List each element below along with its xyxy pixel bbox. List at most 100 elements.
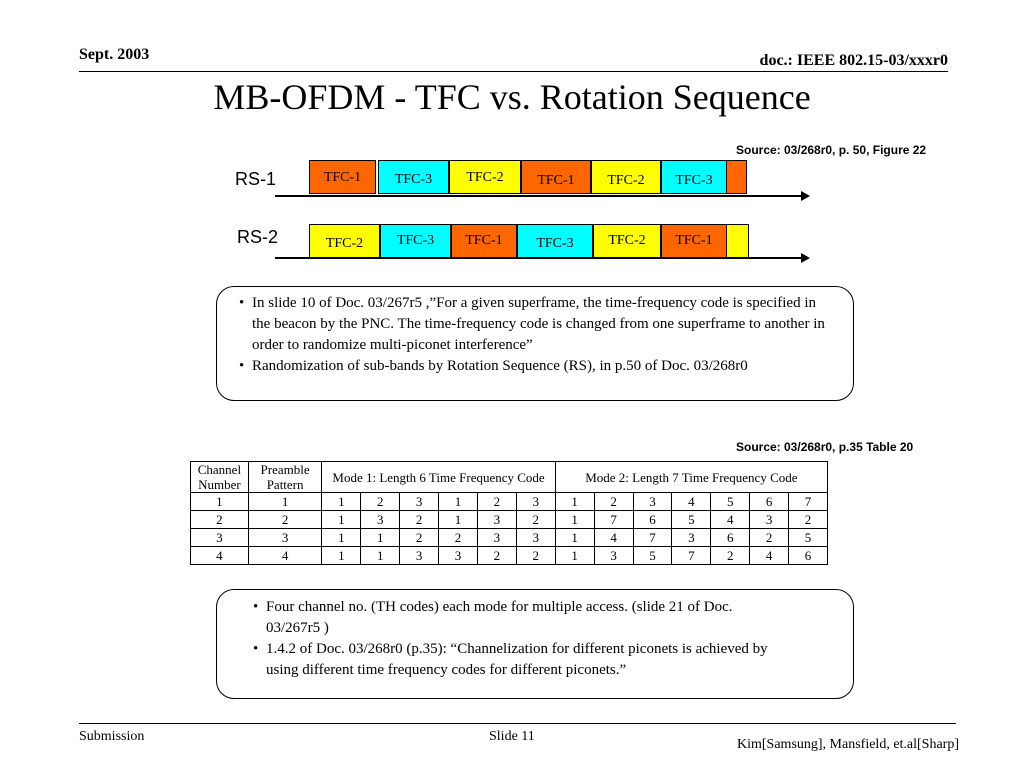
cell-channel: 3 xyxy=(190,528,249,547)
table-header-row: Channel Number Preamble Pattern Mode 1: … xyxy=(190,461,829,493)
cell-mode2: 2 xyxy=(749,528,790,547)
rs1-box-tail xyxy=(726,160,747,194)
rs2-label: RS-2 xyxy=(237,227,279,247)
slide-title: MB-OFDM - TFC vs. Rotation Sequence xyxy=(213,77,811,117)
col-header-mode1: Mode 1: Length 6 Time Frequency Code xyxy=(321,461,556,493)
cell-mode2: 6 xyxy=(788,546,828,565)
cell-mode1: 2 xyxy=(360,492,401,511)
header-rule xyxy=(79,71,948,72)
cell-mode1: 3 xyxy=(399,546,440,565)
rs1-box-tfc-2: TFC-2 xyxy=(591,160,661,194)
figure-source: Source: 03/268r0, p. 50, Figure 22 xyxy=(736,143,927,157)
cell-mode2: 5 xyxy=(710,492,751,511)
cell-mode2: 4 xyxy=(593,528,634,547)
cell-mode1: 3 xyxy=(476,510,517,529)
cell-mode2: 7 xyxy=(671,546,712,565)
rs1-label: RS-1 xyxy=(235,169,277,189)
footer-rule xyxy=(79,723,956,724)
cell-mode1: 2 xyxy=(476,492,517,511)
cell-mode2: 4 xyxy=(749,546,790,565)
rs2-time-axis xyxy=(275,257,802,259)
table-source: Source: 03/268r0, p.35 Table 20 xyxy=(736,440,914,454)
col-header-channel: Channel Number xyxy=(190,461,249,493)
cell-mode2: 5 xyxy=(788,528,828,547)
cell-mode2: 5 xyxy=(632,546,673,565)
cell-mode1: 2 xyxy=(476,546,517,565)
cell-channel: 1 xyxy=(190,492,249,511)
rs2-box-tail xyxy=(726,224,749,258)
cell-mode2: 3 xyxy=(671,528,712,547)
cell-mode1: 1 xyxy=(321,510,362,529)
callout2-bullet: 1.4.2 of Doc. 03/268r0 (p.35): “Channeli… xyxy=(253,639,773,681)
cell-mode1: 3 xyxy=(476,528,517,547)
cell-mode1: 3 xyxy=(360,510,401,529)
cell-mode2: 2 xyxy=(593,492,634,511)
cell-mode2: 7 xyxy=(632,528,673,547)
rs2-box-tfc-3: TFC-3 xyxy=(517,224,593,258)
cell-mode1: 2 xyxy=(515,546,556,565)
cell-mode1: 2 xyxy=(515,510,556,529)
cell-mode2: 1 xyxy=(554,546,595,565)
rs1-box-tfc-1: TFC-1 xyxy=(309,160,376,194)
cell-preamble: 3 xyxy=(247,528,323,547)
rs2-box-tfc-1: TFC-1 xyxy=(451,224,517,258)
cell-mode1: 3 xyxy=(438,546,478,565)
header-date: Sept. 2003 xyxy=(79,46,150,63)
cell-mode2: 1 xyxy=(554,528,595,547)
rs1-box-tfc-3: TFC-3 xyxy=(661,160,727,194)
rs1-box-tfc-2: TFC-2 xyxy=(449,160,521,194)
callout1-bullet: Randomization of sub-bands by Rotation S… xyxy=(239,356,835,377)
rs1-box-tfc-1: TFC-1 xyxy=(521,160,591,194)
cell-mode2: 2 xyxy=(788,510,828,529)
rs2-box-tfc-2: TFC-2 xyxy=(593,224,661,258)
cell-mode2: 7 xyxy=(593,510,634,529)
rs2-arrow-head-icon xyxy=(801,253,810,263)
cell-mode1: 3 xyxy=(399,492,440,511)
rs1-box-tfc-3: TFC-3 xyxy=(378,160,449,194)
rs1-time-axis xyxy=(275,195,802,197)
cell-mode2: 2 xyxy=(710,546,751,565)
footer-authors: Kim[Samsung], Mansfield, et.al[Sharp] xyxy=(737,737,960,752)
tfc-table: Channel Number Preamble Pattern Mode 1: … xyxy=(190,461,829,565)
callout2-bullet: Four channel no. (TH codes) each mode fo… xyxy=(253,597,773,639)
cell-mode2: 6 xyxy=(710,528,751,547)
rs1-arrow-head-icon xyxy=(801,191,810,201)
cell-channel: 4 xyxy=(190,546,249,565)
cell-mode1: 1 xyxy=(321,528,362,547)
cell-mode2: 7 xyxy=(788,492,828,511)
callout-rotation-sequence: In slide 10 of Doc. 03/267r5 ,”For a giv… xyxy=(216,286,854,401)
cell-mode2: 1 xyxy=(554,492,595,511)
rs2-box-tfc-1: TFC-1 xyxy=(661,224,727,258)
footer-submission: Submission xyxy=(79,729,145,744)
callout-channelization: Four channel no. (TH codes) each mode fo… xyxy=(216,589,854,699)
cell-mode2: 4 xyxy=(671,492,712,511)
col-header-mode2: Mode 2: Length 7 Time Frequency Code xyxy=(554,461,829,493)
cell-mode2: 1 xyxy=(554,510,595,529)
cell-mode2: 5 xyxy=(671,510,712,529)
footer-slide-number: Slide 11 xyxy=(489,729,535,744)
cell-mode1: 2 xyxy=(399,510,440,529)
callout1-bullet: In slide 10 of Doc. 03/267r5 ,”For a giv… xyxy=(239,293,835,356)
cell-preamble: 4 xyxy=(247,546,323,565)
rs2-box-tfc-2: TFC-2 xyxy=(309,224,380,258)
cell-mode1: 1 xyxy=(360,546,401,565)
cell-mode2: 3 xyxy=(593,546,634,565)
cell-preamble: 2 xyxy=(247,510,323,529)
cell-mode1: 3 xyxy=(515,528,556,547)
cell-mode1: 3 xyxy=(515,492,556,511)
cell-channel: 2 xyxy=(190,510,249,529)
cell-mode1: 2 xyxy=(438,528,478,547)
cell-mode1: 1 xyxy=(438,510,478,529)
cell-mode1: 1 xyxy=(321,492,362,511)
cell-mode1: 1 xyxy=(438,492,478,511)
rs2-box-tfc-3: TFC-3 xyxy=(380,224,451,258)
cell-mode2: 6 xyxy=(632,510,673,529)
cell-mode2: 3 xyxy=(632,492,673,511)
cell-mode2: 4 xyxy=(710,510,751,529)
header-doc-id: doc.: IEEE 802.15-03/xxxr0 xyxy=(759,52,948,69)
cell-mode1: 2 xyxy=(399,528,440,547)
